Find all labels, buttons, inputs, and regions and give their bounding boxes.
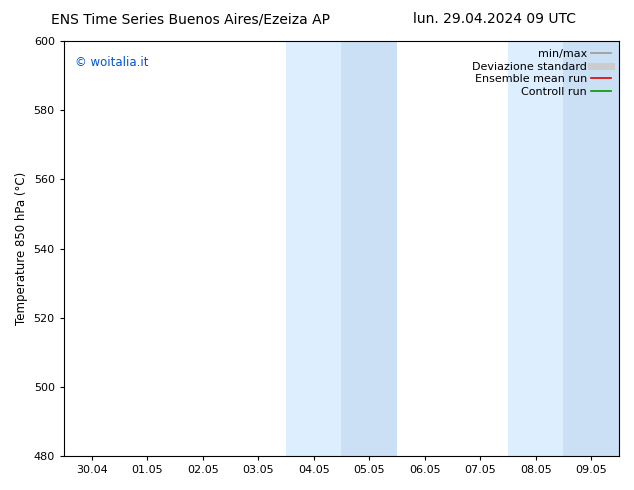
Y-axis label: Temperature 850 hPa (°C): Temperature 850 hPa (°C) <box>15 172 28 325</box>
Bar <box>508 41 564 456</box>
Legend: min/max, Deviazione standard, Ensemble mean run, Controll run: min/max, Deviazione standard, Ensemble m… <box>470 47 614 99</box>
Text: © woitalia.it: © woitalia.it <box>75 55 148 69</box>
Bar <box>286 41 342 456</box>
Text: ENS Time Series Buenos Aires/Ezeiza AP: ENS Time Series Buenos Aires/Ezeiza AP <box>51 12 330 26</box>
Bar <box>564 41 619 456</box>
Text: lun. 29.04.2024 09 UTC: lun. 29.04.2024 09 UTC <box>413 12 576 26</box>
Bar <box>342 41 397 456</box>
